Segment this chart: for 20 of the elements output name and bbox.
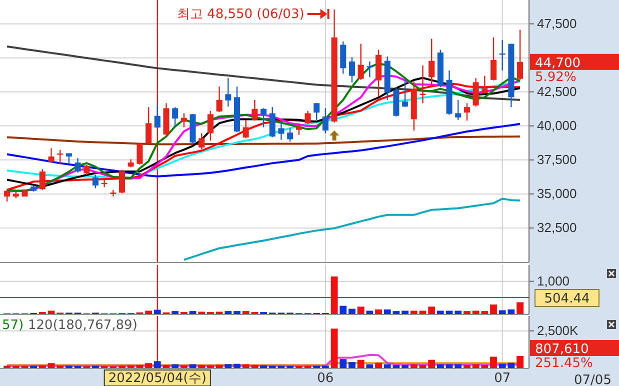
text: 5.92% xyxy=(535,70,576,85)
x-tick-label: 06 xyxy=(317,371,334,386)
y-tick-label: 32,500 xyxy=(537,220,577,236)
text: 251.45% xyxy=(535,356,593,371)
y-tick-label: 1,000 xyxy=(537,273,570,288)
y-tick-label: 37,500 xyxy=(537,152,577,168)
y-tick-label: 35,000 xyxy=(537,186,577,202)
y-tick-label: 47,500 xyxy=(537,16,577,31)
annotation: 57) xyxy=(2,318,24,333)
text: 07/05 xyxy=(574,373,612,386)
y-tick-label: 40,000 xyxy=(537,118,577,134)
annotation: 최고 48,550 (06/03) xyxy=(176,7,304,22)
text: 44,700 xyxy=(535,56,580,71)
y-tick-label: 42,500 xyxy=(537,84,577,100)
annotation: 120(180,767,89) xyxy=(28,318,138,333)
x-tick-label: 2022/05/04(수) xyxy=(108,371,206,386)
ref-line-label: 504.44 xyxy=(544,292,590,307)
x-tick-label: 07 xyxy=(494,371,511,386)
y-tick-label: 2,500K xyxy=(537,323,579,338)
text: 807,610 xyxy=(535,342,589,357)
